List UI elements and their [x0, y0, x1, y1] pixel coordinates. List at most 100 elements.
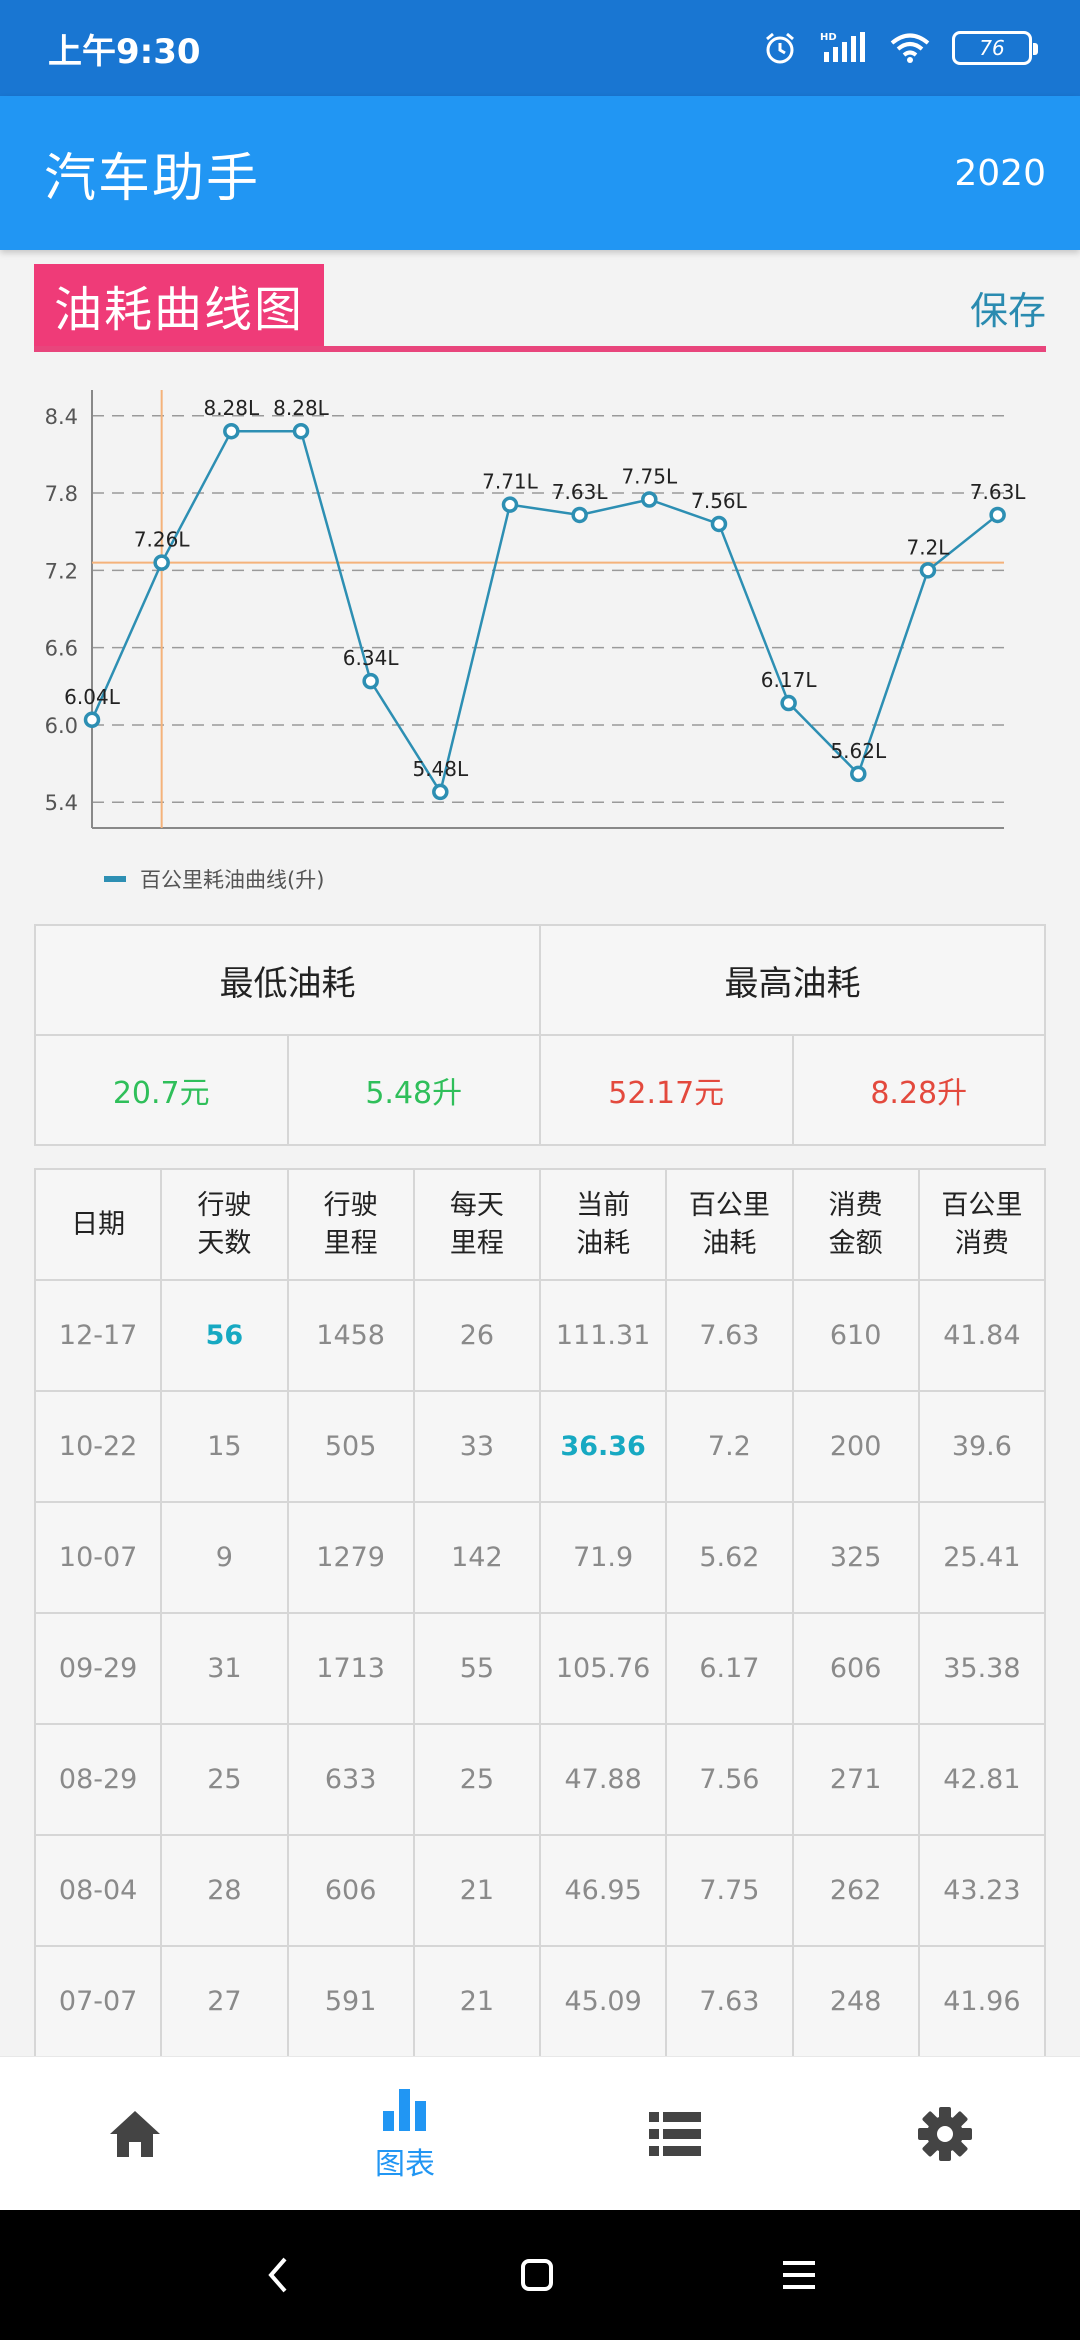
table-cell: 36.36 — [539, 1392, 665, 1501]
save-button[interactable]: 保存 — [969, 289, 1046, 333]
table-cell: 111.31 — [539, 1281, 665, 1390]
data-point[interactable] — [780, 694, 797, 712]
data-label: 7.63L — [970, 480, 1027, 504]
section-title: 油耗曲线图 — [34, 264, 324, 346]
legend-swatch — [104, 876, 126, 882]
table-cell: 21 — [412, 1836, 539, 1945]
nav-list[interactable] — [540, 2057, 810, 2210]
table-cell: 606 — [791, 1614, 918, 1723]
table-cell: 35.38 — [917, 1614, 1044, 1723]
table-row[interactable]: 09-29 31 1713 55 105.76 6.17 606 35.38 — [36, 1614, 1044, 1725]
table-cell: 47.88 — [539, 1725, 665, 1834]
table-cell: 56 — [160, 1281, 286, 1390]
table-header-cell: 当前 油耗 — [539, 1170, 665, 1279]
data-label: 6.04L — [64, 685, 121, 709]
table-header-cell: 消费 金额 — [791, 1170, 918, 1279]
y-tick-label: 8.4 — [45, 405, 78, 429]
table-header-cell: 百公里 消费 — [917, 1170, 1044, 1279]
table-row[interactable]: 08-04 28 606 21 46.95 7.75 262 43.23 — [36, 1836, 1044, 1947]
wifi-icon — [890, 33, 930, 63]
data-label: 7.71L — [482, 470, 539, 494]
min-fuel-title: 最低油耗 — [219, 963, 356, 1004]
svg-text:HD: HD — [820, 32, 837, 43]
table-cell: 08-04 — [58, 1874, 138, 1906]
app-title: 汽车助手 — [44, 148, 261, 209]
table-cell: 325 — [791, 1503, 918, 1612]
table-cell: 5.62 — [665, 1503, 791, 1612]
data-point[interactable] — [432, 783, 449, 801]
table-cell: 271 — [791, 1725, 918, 1834]
menu-icon[interactable] — [781, 2259, 817, 2291]
table-cell: 7.63 — [665, 1281, 791, 1390]
y-tick-label: 5.4 — [45, 791, 78, 815]
alarm-icon — [766, 32, 794, 64]
table-cell: 33 — [412, 1392, 539, 1501]
year-selector[interactable]: 2020 — [954, 152, 1046, 194]
table-cell: 505 — [286, 1392, 413, 1501]
status-icons: HD 76 — [762, 30, 1038, 66]
table-cell: 21 — [412, 1947, 539, 2056]
table-cell: 31 — [160, 1614, 286, 1723]
battery-level: 76 — [979, 36, 1005, 60]
records-table[interactable]: 日期 行驶 天数 行驶 里程 每天 里程 当前 油耗 百公里 油耗 消费 金额 百公里 消费 1… — [34, 1168, 1046, 2058]
table-cell: 43.23 — [917, 1836, 1044, 1945]
app-bar: 汽车助手 2020 — [0, 96, 1080, 250]
data-label: 6.34L — [343, 646, 400, 670]
table-cell: 10-22 — [58, 1430, 138, 1462]
table-cell: 7.2 — [665, 1392, 791, 1501]
table-cell: 610 — [791, 1281, 918, 1390]
data-point[interactable] — [641, 491, 658, 508]
bottom-nav: 图表 — [0, 2056, 1080, 2210]
data-point[interactable] — [153, 554, 170, 571]
min-cost-value: 20.7元 — [112, 1076, 210, 1111]
table-cell: 7.56 — [665, 1725, 791, 1834]
table-cell: 7.63 — [665, 1947, 791, 2056]
home-square-icon[interactable] — [519, 2257, 555, 2293]
table-cell: 142 — [412, 1503, 539, 1612]
data-label: 8.28L — [203, 396, 260, 420]
table-cell: 71.9 — [539, 1503, 665, 1612]
table-row[interactable]: 10-22 15 505 33 36.36 7.2 200 39.6 — [36, 1392, 1044, 1503]
list-icon — [649, 2111, 701, 2156]
nav-home[interactable] — [0, 2057, 270, 2210]
data-point[interactable] — [83, 711, 101, 729]
table-cell: 45.09 — [539, 1947, 665, 2056]
table-cell: 41.84 — [917, 1281, 1044, 1390]
table-cell: 591 — [286, 1947, 413, 2056]
table-row[interactable]: 08-29 25 633 25 47.88 7.56 271 42.81 — [36, 1725, 1044, 1836]
data-point[interactable] — [501, 496, 519, 513]
data-point[interactable] — [292, 422, 310, 440]
data-point[interactable] — [571, 506, 588, 524]
table-header-cell: 日期 — [71, 1208, 126, 1240]
fuel-chart[interactable]: 8.4 7.8 7.2 6.6 6.0 5.4 6.04L 7.26L 8.28L 8.28L 6.… — [0, 370, 1080, 910]
back-icon[interactable] — [263, 2255, 293, 2295]
table-cell: 25.41 — [917, 1503, 1044, 1612]
fuel-chart-svg: 8.4 7.8 7.2 6.6 6.0 5.4 6.04L 7.26L 8.28L 8.28L 6.… — [45, 390, 1027, 829]
table-cell: 25 — [160, 1725, 286, 1834]
nav-settings[interactable] — [810, 2057, 1080, 2210]
home-icon — [110, 2110, 160, 2157]
nav-chart-label: 图表 — [375, 2146, 435, 2182]
data-point[interactable] — [919, 562, 937, 579]
data-point[interactable] — [989, 506, 1006, 524]
nav-chart[interactable]: 图表 — [270, 2057, 540, 2210]
chart-legend: 百公里耗油曲线(升) — [104, 864, 324, 894]
table-row[interactable]: 07-07 27 591 21 45.09 7.63 248 41.96 — [36, 1947, 1044, 2058]
data-point[interactable] — [710, 515, 728, 533]
table-cell: 55 — [412, 1614, 539, 1723]
y-tick-label: 7.8 — [45, 482, 78, 506]
summary-table: 最低油耗 最高油耗 20.7元 5.48升 52.17元 8.28升 — [34, 924, 1046, 1146]
bar-chart-icon — [383, 2088, 426, 2131]
hd-signal-icon: HD — [820, 32, 865, 62]
y-tick-label: 6.6 — [45, 637, 78, 661]
y-tick-label: 6.0 — [45, 714, 78, 738]
max-fuel-title: 最高油耗 — [539, 926, 1044, 1034]
data-point[interactable] — [850, 765, 867, 783]
data-point[interactable] — [362, 672, 379, 690]
table-header-cell: 百公里 油耗 — [665, 1170, 791, 1279]
table-row[interactable]: 12-17 56 1458 26 111.31 7.63 610 41.84 — [36, 1281, 1044, 1392]
table-row[interactable]: 10-07 9 1279 142 71.9 5.62 325 25.41 — [36, 1503, 1044, 1614]
data-point[interactable] — [223, 422, 240, 440]
table-cell: 1458 — [286, 1281, 413, 1390]
